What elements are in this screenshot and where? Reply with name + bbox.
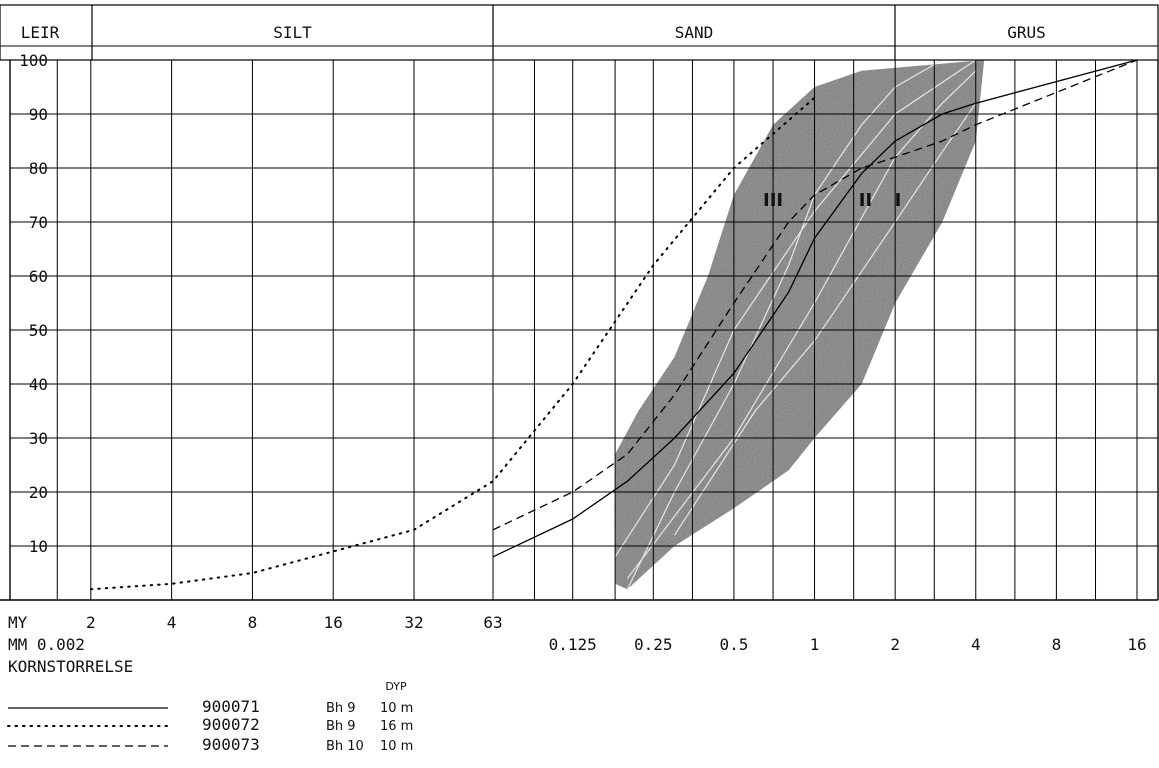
band-label-leir: LEIR [21,23,60,42]
x-tick-label-mm: 16 [1127,635,1146,654]
x-tick-label-mm: 0.5 [719,635,748,654]
series-line-900072 [89,96,816,591]
legend-sample-900073: 900073 [202,735,260,754]
legend-borehole: Bh 9 [326,701,356,716]
zone-boundary-line [626,70,977,579]
band-label-sand: SAND [675,23,714,42]
series-line-900071 [492,59,1138,558]
legend-borehole: Bh 10 [326,739,364,754]
curve-layer [89,59,1138,591]
x-unit-label-my: MY [8,613,28,632]
envelope-zone-label: II [859,190,872,211]
zone-boundary-line [673,102,977,536]
label-layer: LEIR SILT SAND GRUS 10 20 30 40 50 60 70 80 90 100 MY 2… [8,23,1147,676]
x-tick-label-mm: 8 [1052,635,1062,654]
zone-boundary-line [614,59,977,558]
y-tick-label: 90 [29,105,48,124]
y-tick-label: 30 [29,429,48,448]
x-tick-label-mm: 4 [971,635,981,654]
envelope-zone-label: III [763,190,783,211]
y-tick-label: 70 [29,213,48,232]
x-tick-label-my: 2 [86,613,96,632]
legend-sample-900072: 900072 [202,715,260,734]
y-tick-label: 50 [29,321,48,340]
y-tick-label: 100 [19,51,48,70]
legend-sample-900071: 900071 [202,697,260,716]
x-tick-label-my: 32 [404,613,423,632]
x-tick-label-mm: 0.25 [634,635,673,654]
x-tick-label-mm: 0.125 [549,635,597,654]
grading-envelope [615,60,985,590]
legend-depth: 10 m [380,739,413,754]
x-tick-label-mm: 1 [810,635,820,654]
x-tick-label-my: 8 [248,613,258,632]
x-tick-label-my: 63 [483,613,502,632]
y-tick-label: 20 [29,483,48,502]
header-frame [0,4,1159,61]
x-tick-label-my: 4 [167,613,177,632]
legend-depth: 16 m [380,719,413,734]
band-label-silt: SILT [273,23,312,42]
legend-layer: DYP 900071 Bh 9 10 m 900072 Bh 9 16 m 900073 Bh … [7,680,413,754]
x-tick-label-mm: 2 [890,635,900,654]
legend-depth: 10 m [380,701,413,716]
y-tick-label: 40 [29,375,48,394]
band-label-grus: GRUS [1007,23,1046,42]
y-tick-label: 60 [29,267,48,286]
y-tick-label: 10 [29,537,48,556]
x-axis-title: KORNSTORRELSE [8,657,133,676]
legend-depth-header: DYP [385,680,407,693]
y-tick-label: 80 [29,159,48,178]
envelope-zone-label: I [895,190,902,211]
series-line-900073 [492,59,1138,531]
x-unit-label-mm: MM 0.002 [8,635,85,654]
x-tick-label-my: 16 [324,613,343,632]
grid-layer [0,4,1159,601]
legend-borehole: Bh 9 [326,719,356,734]
envelope-layer [614,59,985,590]
